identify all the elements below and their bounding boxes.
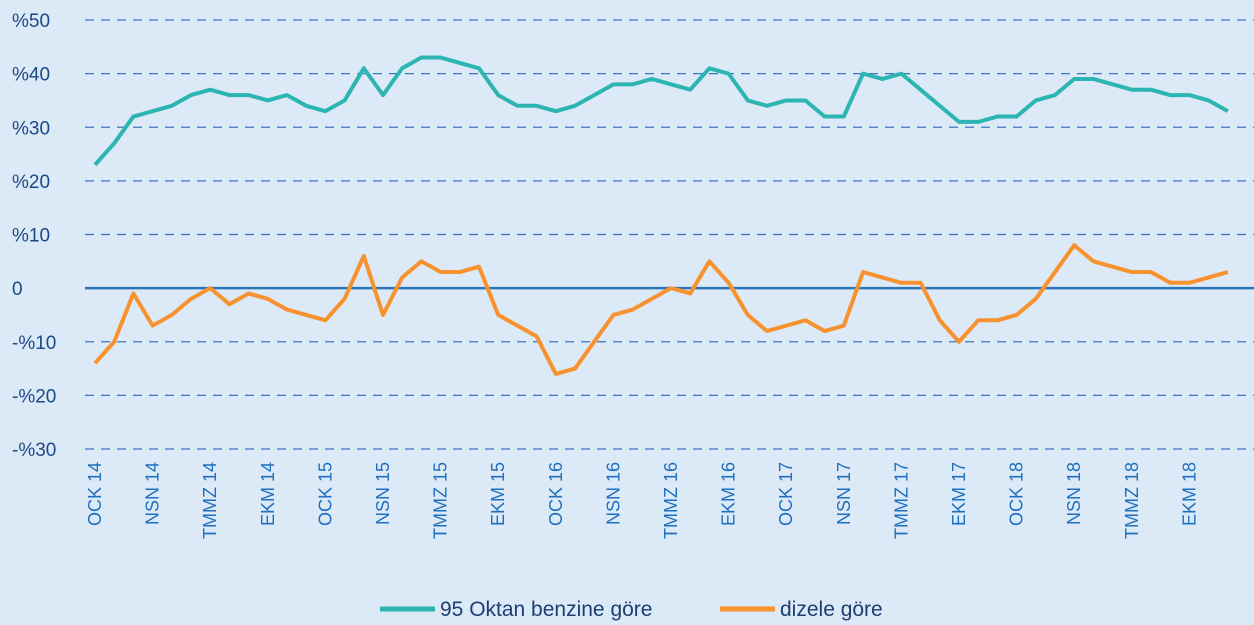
x-tick-label: TMMZ 17 <box>891 462 911 539</box>
x-tick-label: NSN 17 <box>834 462 854 525</box>
x-tick-label: EKM 18 <box>1179 462 1199 526</box>
y-tick-label: -%10 <box>12 333 56 354</box>
x-tick-label: EKM 15 <box>488 462 508 526</box>
x-tick-label: TMMZ 14 <box>200 462 220 539</box>
series-line <box>93 55 1229 167</box>
series-line <box>93 243 1229 376</box>
y-tick-label: %10 <box>12 226 50 247</box>
y-tick-label: %20 <box>12 172 50 193</box>
x-tick-label: NSN 16 <box>603 462 623 525</box>
x-tick-label: TMMZ 15 <box>431 462 451 539</box>
x-tick-label: NSN 14 <box>143 462 163 525</box>
y-tick-label: 0 <box>12 279 23 300</box>
x-tick-label: EKM 14 <box>258 462 278 526</box>
x-tick-label: TMMZ 16 <box>661 462 681 539</box>
x-tick-label: NSN 15 <box>373 462 393 525</box>
legend-label: dizele göre <box>780 598 883 621</box>
x-tick-label: OCK 17 <box>776 462 796 526</box>
y-tick-label: %30 <box>12 118 50 139</box>
x-tick-label: OCK 15 <box>315 462 335 526</box>
x-tick-label: OCK 14 <box>85 462 105 526</box>
x-tick-label: TMMZ 18 <box>1122 462 1142 539</box>
x-tick-label: NSN 18 <box>1064 462 1084 525</box>
x-tick-label: EKM 17 <box>949 462 969 526</box>
legend-label: 95 Oktan benzine göre <box>440 598 652 621</box>
y-tick-label: -%20 <box>12 386 56 407</box>
y-tick-label: %50 <box>12 11 50 32</box>
y-tick-label: %40 <box>12 65 50 86</box>
y-tick-label: -%30 <box>12 440 56 461</box>
x-tick-label: EKM 16 <box>719 462 739 526</box>
x-tick-label: OCK 16 <box>546 462 566 526</box>
x-tick-label: OCK 18 <box>1007 462 1027 526</box>
